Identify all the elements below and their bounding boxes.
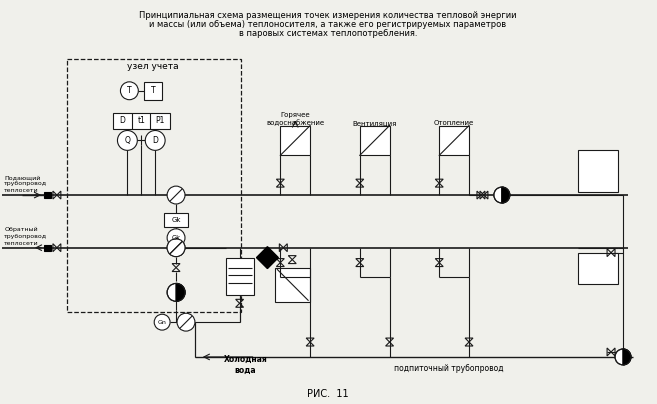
Text: Вентиляция: Вентиляция — [353, 120, 397, 126]
Polygon shape — [502, 187, 510, 203]
Bar — [281, 126, 310, 155]
Bar — [145, 82, 162, 100]
Text: D: D — [152, 136, 158, 145]
Bar — [44, 245, 51, 250]
Circle shape — [118, 130, 137, 150]
Text: Gk: Gk — [171, 235, 181, 241]
Text: РИС.  11: РИС. 11 — [307, 389, 349, 399]
Circle shape — [615, 349, 631, 365]
Text: Q: Q — [124, 136, 130, 145]
Text: T: T — [127, 86, 131, 95]
Text: Холодная
вода: Холодная вода — [223, 355, 267, 375]
Bar — [164, 213, 188, 227]
Text: узел учета: узел учета — [127, 63, 179, 72]
Bar — [578, 252, 618, 284]
Text: Принципиальная схема размещения точек измерения количества тепловой энергии: Принципиальная схема размещения точек из… — [139, 11, 517, 20]
Polygon shape — [256, 247, 279, 269]
Text: P1: P1 — [156, 116, 165, 125]
Bar — [440, 126, 469, 155]
Bar — [360, 126, 390, 155]
Text: в паровых системах теплопотребления.: в паровых системах теплопотребления. — [238, 29, 417, 38]
Circle shape — [120, 82, 139, 100]
Bar — [578, 150, 618, 192]
Circle shape — [167, 239, 185, 257]
Circle shape — [167, 239, 185, 257]
Circle shape — [154, 314, 170, 330]
Text: Отопление: Отопление — [434, 120, 474, 126]
Circle shape — [145, 130, 165, 150]
Text: Горячее
водоснабжение: Горячее водоснабжение — [266, 112, 325, 126]
Text: Подающий
трубопровод
теплосети: Подающий трубопровод теплосети — [4, 175, 47, 193]
Bar — [114, 113, 170, 128]
Bar — [67, 59, 240, 312]
Circle shape — [167, 284, 185, 301]
Text: Gk: Gk — [171, 217, 181, 223]
Text: t1: t1 — [137, 116, 145, 125]
Circle shape — [494, 187, 510, 203]
Bar — [275, 267, 310, 302]
Text: T: T — [151, 86, 156, 95]
Polygon shape — [176, 284, 185, 301]
Bar — [226, 258, 254, 295]
Text: подпиточный трубопровод: подпиточный трубопровод — [394, 364, 504, 373]
Bar — [44, 192, 51, 198]
Text: D: D — [120, 116, 125, 125]
Polygon shape — [623, 349, 631, 365]
Text: Gn: Gn — [158, 320, 167, 325]
Circle shape — [177, 313, 195, 331]
Text: и массы (или объема) теплоносителя, а также его регистрируемых параметров: и массы (или объема) теплоносителя, а та… — [149, 20, 507, 29]
Circle shape — [167, 186, 185, 204]
Text: Обратный
трубопровод
теплосети: Обратный трубопровод теплосети — [4, 227, 47, 246]
Circle shape — [167, 229, 185, 247]
